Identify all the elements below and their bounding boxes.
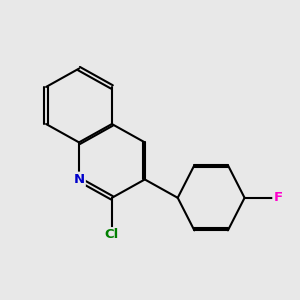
Text: N: N [74, 173, 85, 186]
Text: Cl: Cl [105, 228, 119, 242]
Text: F: F [274, 191, 283, 204]
